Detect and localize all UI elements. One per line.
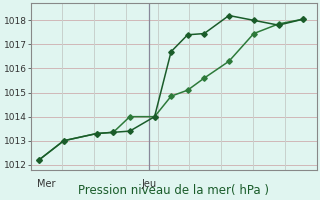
Text: Jeu: Jeu xyxy=(142,179,157,189)
Text: Mer: Mer xyxy=(37,179,56,189)
X-axis label: Pression niveau de la mer( hPa ): Pression niveau de la mer( hPa ) xyxy=(78,184,269,197)
